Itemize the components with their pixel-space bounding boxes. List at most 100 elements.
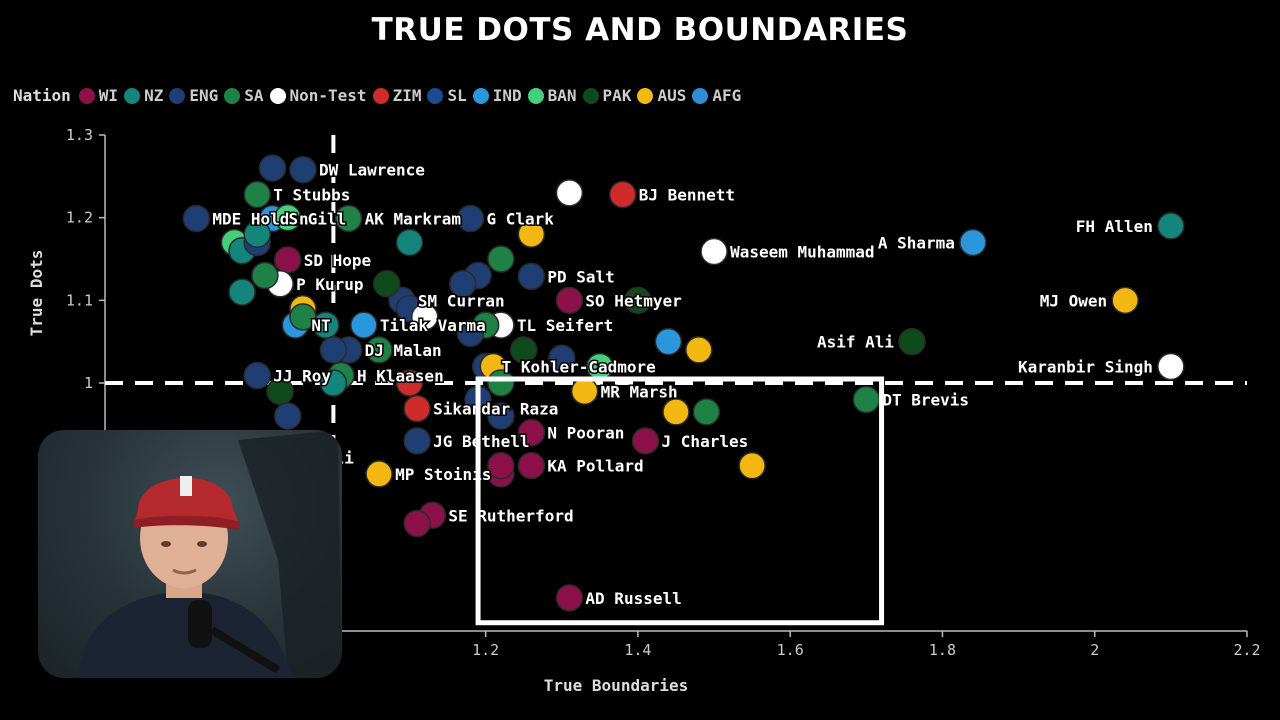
data-point <box>456 319 485 348</box>
point-label: AK Markram <box>365 209 462 228</box>
data-point <box>631 427 660 455</box>
legend-swatch <box>372 87 389 104</box>
point-label: MJ Owen <box>1040 291 1107 310</box>
data-point <box>243 220 272 248</box>
data-point <box>251 261 279 290</box>
point-label: N Pooran <box>547 424 624 443</box>
data-point <box>182 204 211 233</box>
point-label: JJ Roy <box>273 367 331 386</box>
y-tick-label: 1.3 <box>66 126 93 144</box>
legend-item[interactable]: Non-Test <box>269 86 367 105</box>
point-label: Karanbir Singh <box>1018 357 1153 376</box>
legend-swatch <box>527 87 544 104</box>
legend-swatch <box>78 87 95 104</box>
legend-label: AFG <box>712 86 742 105</box>
point-label: PD Salt <box>547 267 614 286</box>
x-tick-label: 1.2 <box>472 641 499 659</box>
point-label: SO Hetmyer <box>585 291 681 310</box>
data-point <box>852 385 881 414</box>
presenter-figure <box>78 430 342 678</box>
legend-swatch <box>427 87 444 104</box>
x-axis-label: True Boundaries <box>544 676 689 695</box>
point-label: KA Pollard <box>547 457 643 476</box>
data-point <box>1157 352 1185 381</box>
data-point <box>319 336 348 364</box>
data-point <box>289 155 317 184</box>
legend-label: AUS <box>657 86 687 105</box>
point-label: P Kurup <box>296 275 363 294</box>
point-label: DJ Malan <box>365 341 442 360</box>
chart-title: TRUE DOTS AND BOUNDARIES <box>371 12 909 48</box>
legend-label: IND <box>492 86 522 105</box>
x-tick-label: 1.8 <box>929 641 956 659</box>
data-point <box>1157 212 1185 240</box>
point-label: T Stubbs <box>273 186 350 205</box>
data-point <box>517 220 546 248</box>
data-point <box>258 154 287 182</box>
point-label: H Klaasen <box>357 367 444 386</box>
highlight-box <box>475 376 885 626</box>
legend-label: ENG <box>189 86 219 105</box>
legend-item[interactable]: BAN <box>527 86 577 105</box>
data-point <box>365 336 393 364</box>
legend-swatch <box>582 87 599 104</box>
data-point <box>509 336 538 364</box>
legend-swatch <box>637 87 654 104</box>
y-tick-label: 1 <box>84 374 93 392</box>
data-point <box>555 286 584 315</box>
legend-item[interactable]: AUS <box>637 86 686 105</box>
point-label: G Clark <box>486 209 554 228</box>
y-tick-label: 1.1 <box>66 291 93 309</box>
legend-label: ZIM <box>392 86 422 105</box>
y-axis-label: True Dots <box>27 250 46 337</box>
legend-swatch <box>692 87 709 104</box>
data-point <box>403 427 431 455</box>
legend-item[interactable]: ENG <box>169 86 218 105</box>
data-point <box>456 204 485 233</box>
data-point <box>738 451 766 480</box>
data-point <box>608 180 637 209</box>
data-point <box>685 336 713 364</box>
legend-label: BAN <box>547 86 577 105</box>
legend-item[interactable]: NZ <box>124 86 163 105</box>
x-tick-label: 1.4 <box>624 641 651 659</box>
data-point <box>517 451 546 480</box>
legend-label: WI <box>98 86 119 105</box>
data-point <box>395 369 424 397</box>
legend-item[interactable]: WI <box>78 86 119 105</box>
data-point <box>700 237 728 266</box>
data-point <box>692 398 721 426</box>
data-point <box>411 303 439 331</box>
data-point <box>654 327 683 356</box>
data-point <box>624 286 652 315</box>
data-point <box>487 402 515 430</box>
data-point <box>228 278 256 306</box>
data-point <box>1111 286 1139 315</box>
legend-swatch <box>169 87 186 104</box>
data-point <box>319 369 348 397</box>
legend-item[interactable]: AFG <box>692 86 741 105</box>
point-label: J Charles <box>662 432 749 451</box>
legend-swatch <box>472 87 489 104</box>
legend-item[interactable]: SL <box>427 86 467 105</box>
point-label: DT Brevis <box>882 391 969 410</box>
data-point <box>273 246 302 274</box>
point-label: BJ Bennett <box>639 186 735 205</box>
legend-item[interactable]: IND <box>472 86 522 105</box>
legend-label: PAK <box>602 86 632 105</box>
legend-item[interactable]: SA <box>224 86 264 105</box>
point-label: Tilak Varma <box>380 316 486 335</box>
data-point <box>289 303 317 331</box>
legend-label: Non-Test <box>289 86 367 105</box>
point-label: MDE Holden <box>212 209 308 228</box>
legend-item[interactable]: ZIM <box>372 86 422 105</box>
point-label: Asif Ali <box>817 333 894 352</box>
point-label: NT <box>311 316 330 335</box>
data-point <box>487 451 515 480</box>
presenter-webcam <box>38 430 342 678</box>
point-label: SE Rutherford <box>448 506 573 525</box>
point-label: FH Allen <box>1076 217 1153 236</box>
legend-item[interactable]: PAK <box>582 86 632 105</box>
data-point <box>548 344 576 372</box>
data-point <box>555 584 584 612</box>
